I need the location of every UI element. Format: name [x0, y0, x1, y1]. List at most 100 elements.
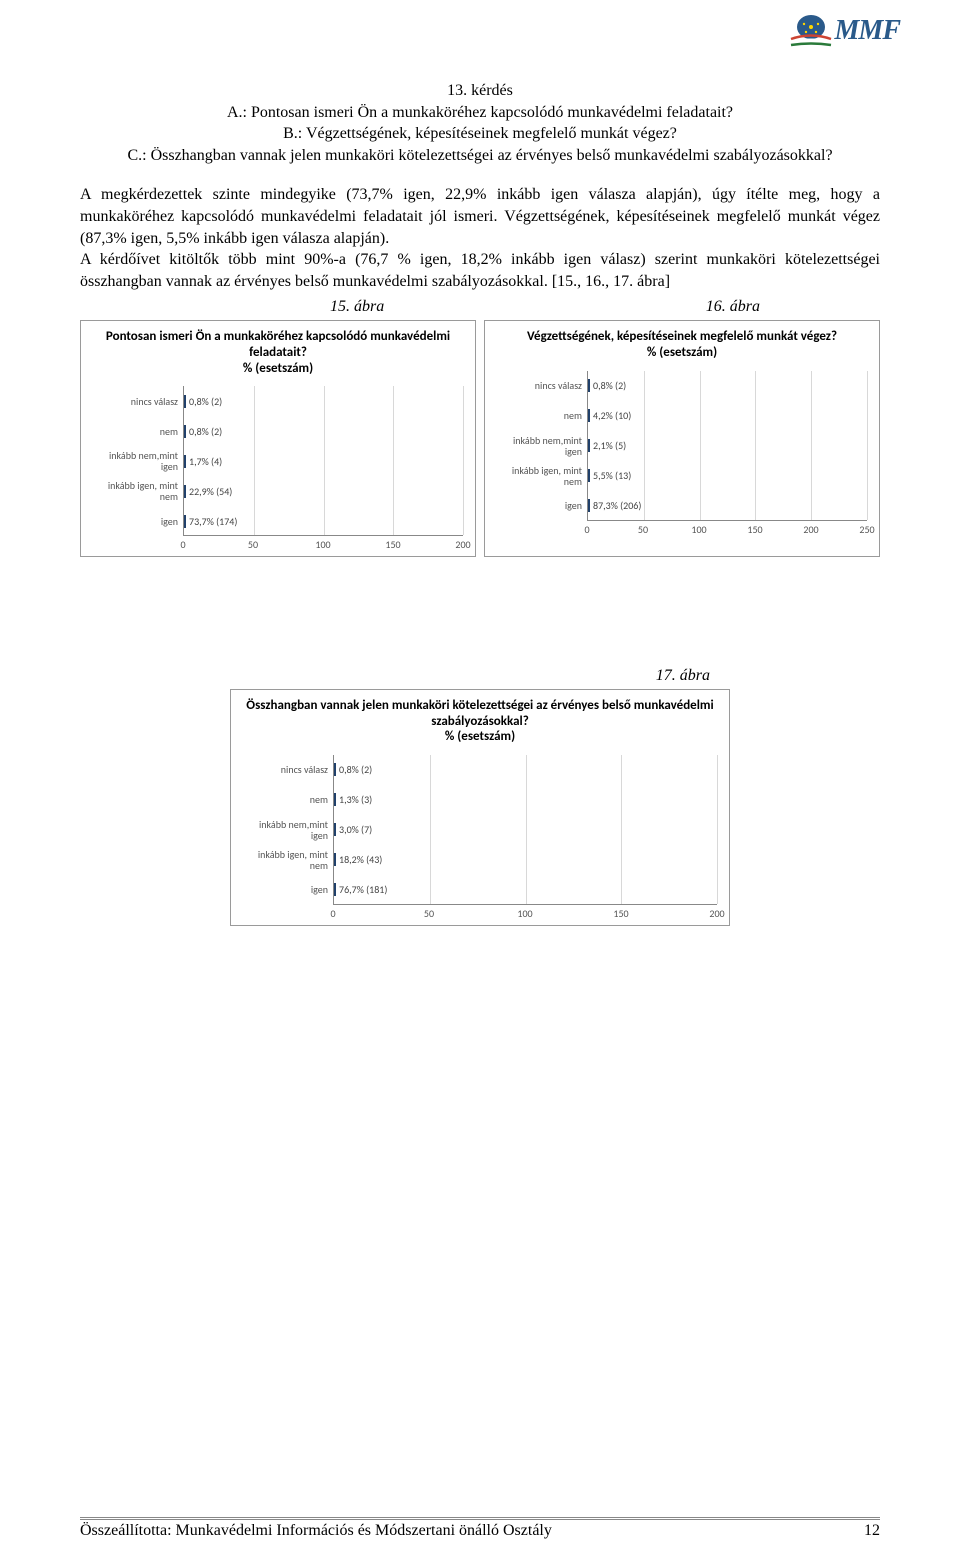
- x-tick-label: 50: [248, 538, 258, 551]
- bar: [184, 425, 186, 438]
- bar-category-label: igen: [494, 500, 588, 511]
- bar: [184, 485, 186, 498]
- chart-title: Végzettségének, képesítéseinek megfelelő…: [489, 329, 875, 360]
- bar-row: inkább igen, mint nem22,9% (54): [184, 482, 232, 500]
- bar-row: inkább nem,mint igen2,1% (5): [588, 437, 626, 455]
- gridline: [811, 371, 812, 520]
- bar-row: nincs válasz0,8% (2): [334, 761, 372, 779]
- bar-row: igen87,3% (206): [588, 497, 641, 515]
- bar-row: nincs válasz0,8% (2): [184, 392, 222, 410]
- x-tick-label: 0: [330, 907, 335, 920]
- bar: [334, 823, 336, 836]
- bar: [588, 499, 590, 512]
- bar-value-label: 18,2% (43): [339, 853, 382, 866]
- gridline: [463, 386, 464, 535]
- chart-plot-area: nincs válasz0,8% (2) nem0,8% (2) inkább ne…: [183, 386, 463, 536]
- figure-16-label: 16. ábra: [706, 298, 760, 316]
- x-tick-label: 150: [613, 907, 628, 920]
- bar-row: inkább igen, mint nem5,5% (13): [588, 467, 631, 485]
- paragraph-2: A kérdőívet kitöltők több mint 90%-a (76…: [80, 249, 880, 292]
- bar-category-label: nem: [240, 794, 334, 805]
- bar: [588, 469, 590, 482]
- gridline: [430, 755, 431, 904]
- bar-row: igen76,7% (181): [334, 881, 387, 899]
- x-tick-label: 100: [691, 523, 706, 536]
- figure-17-label: 17. ábra: [80, 667, 880, 685]
- bar-value-label: 22,9% (54): [189, 485, 232, 498]
- x-axis-ticks: 050100150200: [333, 905, 717, 921]
- bar-category-label: nincs válasz: [240, 764, 334, 775]
- bar-row: igen73,7% (174): [184, 512, 237, 530]
- bar-category-label: inkább nem,mint igen: [240, 819, 334, 841]
- x-tick-label: 200: [455, 538, 470, 551]
- heading-line-2: A.: Pontosan ismeri Ön a munkaköréhez ka…: [80, 102, 880, 124]
- logo-emblem-icon: [789, 12, 833, 50]
- paragraph-1: A megkérdezettek szinte mindegyike (73,7…: [80, 184, 880, 249]
- bar-value-label: 5,5% (13): [593, 469, 631, 482]
- bar-value-label: 73,7% (174): [189, 515, 237, 528]
- bar-category-label: nem: [90, 426, 184, 437]
- gridline: [755, 371, 756, 520]
- x-tick-label: 50: [424, 907, 434, 920]
- bar-value-label: 0,8% (2): [339, 763, 372, 776]
- bar-value-label: 4,2% (10): [593, 409, 631, 422]
- bar-row: nincs válasz0,8% (2): [588, 377, 626, 395]
- bar-value-label: 0,8% (2): [593, 379, 626, 392]
- bar-value-label: 76,7% (181): [339, 883, 387, 896]
- bar-row: inkább nem,mint igen3,0% (7): [334, 821, 372, 839]
- x-tick-label: 150: [385, 538, 400, 551]
- bar: [334, 883, 336, 896]
- gridline: [393, 386, 394, 535]
- gridline: [700, 371, 701, 520]
- x-tick-label: 0: [180, 538, 185, 551]
- bar-row: nem4,2% (10): [588, 407, 631, 425]
- heading-line-1: 13. kérdés: [80, 80, 880, 102]
- chart-plot-area: nincs válasz0,8% (2) nem1,3% (3) inkább ne…: [333, 755, 717, 905]
- x-axis-ticks: 050100150200: [183, 536, 463, 552]
- heading-line-4: C.: Összhangban vannak jelen munkaköri k…: [80, 145, 880, 167]
- logo: MMF: [789, 12, 900, 50]
- bar-value-label: 2,1% (5): [593, 439, 626, 452]
- bar: [588, 379, 590, 392]
- figure-15-label: 15. ábra: [330, 298, 384, 316]
- x-tick-label: 0: [584, 523, 589, 536]
- bar-category-label: inkább igen, mint nem: [90, 480, 184, 502]
- chart-15: Pontosan ismeri Ön a munkaköréhez kapcso…: [80, 320, 476, 557]
- x-tick-label: 100: [517, 907, 532, 920]
- bar-category-label: inkább nem,mint igen: [90, 450, 184, 472]
- logo-text: MMF: [835, 15, 900, 47]
- bar-value-label: 87,3% (206): [593, 499, 641, 512]
- bar: [334, 793, 336, 806]
- gridline: [644, 371, 645, 520]
- x-tick-label: 250: [859, 523, 874, 536]
- gridline: [254, 386, 255, 535]
- x-tick-label: 200: [803, 523, 818, 536]
- bar-row: inkább nem,mint igen1,7% (4): [184, 452, 222, 470]
- bar-category-label: inkább igen, mint nem: [240, 849, 334, 871]
- bar-value-label: 3,0% (7): [339, 823, 372, 836]
- gridline: [526, 755, 527, 904]
- chart-plot-area: nincs válasz0,8% (2) nem4,2% (10) inkább n…: [587, 371, 867, 521]
- bar-row: nem1,3% (3): [334, 791, 372, 809]
- bar-category-label: inkább igen, mint nem: [494, 465, 588, 487]
- x-axis-ticks: 050100150200250: [587, 521, 867, 537]
- footer-credit: Összeállította: Munkavédelmi Információs…: [80, 1522, 552, 1540]
- bar: [334, 853, 336, 866]
- heading-line-3: B.: Végzettségének, képesítéseinek megfe…: [80, 123, 880, 145]
- bar: [588, 439, 590, 452]
- bar: [184, 455, 186, 468]
- bar-category-label: nincs válasz: [90, 396, 184, 407]
- page-number: 12: [864, 1522, 880, 1540]
- chart-title: Összhangban vannak jelen munkaköri kötel…: [235, 698, 725, 745]
- x-tick-label: 100: [315, 538, 330, 551]
- bar-value-label: 0,8% (2): [189, 395, 222, 408]
- bar-category-label: igen: [90, 516, 184, 527]
- question-heading: 13. kérdés A.: Pontosan ismeri Ön a munk…: [80, 80, 880, 166]
- bar-value-label: 0,8% (2): [189, 425, 222, 438]
- gridline: [621, 755, 622, 904]
- gridline: [324, 386, 325, 535]
- bar-category-label: nem: [494, 410, 588, 421]
- bar-row: nem0,8% (2): [184, 422, 222, 440]
- bar: [334, 763, 336, 776]
- gridline: [717, 755, 718, 904]
